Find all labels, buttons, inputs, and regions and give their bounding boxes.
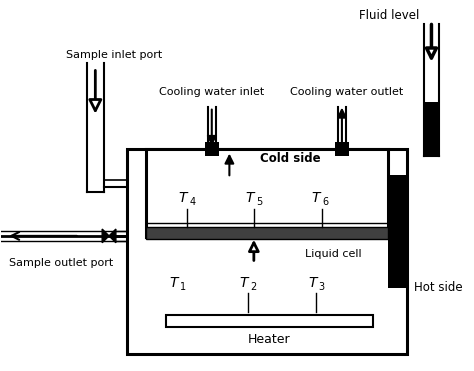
Bar <box>146 149 388 237</box>
Polygon shape <box>102 229 109 243</box>
Text: T: T <box>179 191 187 205</box>
Text: T: T <box>312 191 320 205</box>
Text: Sample outlet port: Sample outlet port <box>9 258 113 268</box>
Text: 4: 4 <box>189 197 195 207</box>
Text: Liquid cell: Liquid cell <box>305 249 361 259</box>
Text: Sample inlet port: Sample inlet port <box>66 50 162 60</box>
Text: 2: 2 <box>250 282 256 292</box>
Text: Hot side: Hot side <box>414 281 463 294</box>
Text: Cold side: Cold side <box>260 152 320 165</box>
Text: T: T <box>308 276 317 290</box>
Bar <box>127 149 408 354</box>
Text: Cooling water outlet: Cooling water outlet <box>290 87 403 97</box>
Text: T: T <box>239 276 248 290</box>
Polygon shape <box>109 229 116 243</box>
Text: 3: 3 <box>319 282 325 292</box>
Text: T: T <box>169 276 178 290</box>
Text: Heater: Heater <box>248 333 291 346</box>
Bar <box>335 142 349 156</box>
Bar <box>424 102 439 156</box>
Text: Fluid level: Fluid level <box>359 9 419 22</box>
Text: 5: 5 <box>256 197 262 207</box>
Bar <box>146 227 388 239</box>
Text: Cooling water inlet: Cooling water inlet <box>159 87 264 97</box>
Text: 1: 1 <box>180 282 186 292</box>
Bar <box>205 142 219 156</box>
Text: T: T <box>246 191 254 205</box>
Text: 6: 6 <box>322 197 328 207</box>
Bar <box>166 315 373 327</box>
Bar <box>388 175 408 288</box>
